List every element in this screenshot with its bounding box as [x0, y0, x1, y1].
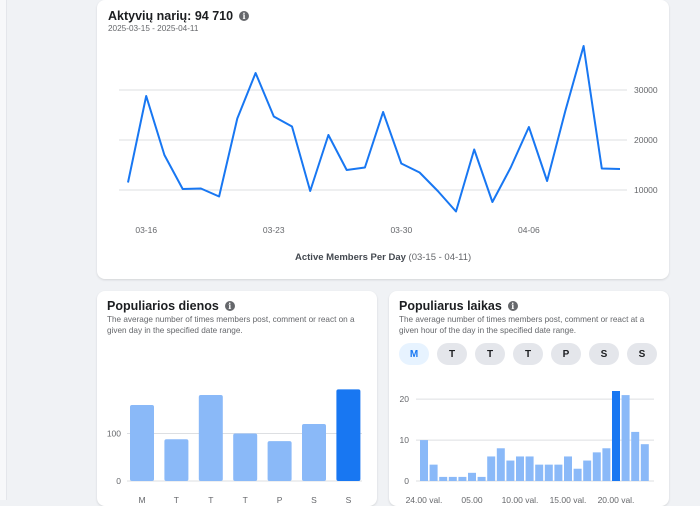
popular-days-card: Populiarios dienos i The average number o… — [97, 291, 377, 506]
x-tick-label: P — [277, 495, 283, 505]
hour-bar — [592, 452, 601, 481]
x-tick-label: T — [208, 495, 213, 505]
footer-range-text: (03-15 - 04-11) — [408, 252, 472, 263]
hour-bar — [429, 464, 438, 481]
info-icon[interactable]: i — [507, 301, 518, 311]
chart-footer-label: Active Members Per Day (03-15 - 04-11) — [295, 252, 471, 263]
hour-bar — [621, 395, 630, 481]
y-tick-label: 0 — [404, 476, 409, 486]
hour-bar — [468, 472, 476, 481]
y-tick-label: 10 — [400, 435, 410, 445]
popular-days-title-text: Populiarios dienos — [107, 299, 219, 313]
day-toggle-button[interactable]: T — [513, 343, 543, 365]
day-bar — [267, 441, 292, 481]
hour-bar — [535, 464, 544, 481]
info-icon[interactable]: i — [224, 301, 235, 311]
x-tick-label: 04-06 — [518, 225, 540, 235]
day-toggle-button[interactable]: T — [437, 343, 467, 365]
day-bar — [130, 405, 154, 481]
day-toggle-button[interactable]: S — [627, 343, 657, 365]
hour-bar — [420, 440, 428, 481]
x-tick-label: 03-23 — [263, 225, 285, 235]
hour-bar — [602, 448, 611, 481]
popular-time-card: Populiarus laikas i The average number of… — [389, 291, 669, 506]
hour-bar — [448, 476, 457, 481]
day-bar — [233, 433, 258, 481]
popular-days-description: The average number of times members post… — [107, 315, 355, 335]
date-range-label: 2025-03-15 - 2025-04-11 — [108, 24, 199, 33]
active-members-title-text: Aktyvių narių: 94 710 — [108, 9, 234, 23]
y-tick-label: 10000 — [634, 185, 658, 195]
hour-bar — [631, 431, 640, 481]
hour-bar — [496, 448, 505, 481]
x-tick-label: 15.00 val. — [550, 495, 587, 505]
day-bar — [336, 389, 361, 481]
y-tick-label: 30000 — [634, 85, 658, 95]
day-toggle-button[interactable]: S — [589, 343, 619, 365]
x-tick-label: 20.00 val. — [598, 495, 635, 505]
hour-bar — [516, 456, 524, 481]
x-tick-label: T — [174, 495, 179, 505]
x-tick-label: 05.00 — [461, 495, 483, 505]
hour-bar — [554, 464, 563, 481]
day-bar — [198, 395, 223, 481]
hour-bar — [525, 456, 534, 481]
day-bar — [164, 439, 189, 481]
hour-bar — [573, 468, 582, 481]
x-tick-label: T — [243, 495, 248, 505]
x-tick-label: 10.00 val. — [502, 495, 539, 505]
x-tick-label: 03-16 — [135, 225, 157, 235]
x-tick-label: S — [346, 495, 352, 505]
info-icon[interactable]: i — [239, 11, 250, 21]
x-tick-label: M — [138, 495, 145, 505]
y-tick-label: 0 — [116, 476, 121, 486]
x-tick-label: S — [311, 495, 317, 505]
day-toggle-button[interactable]: P — [551, 343, 581, 365]
day-toggle-button[interactable]: M — [399, 343, 429, 365]
day-bar — [302, 424, 326, 481]
active-members-line-chart: 10000 20000 30000 03-16 03-23 03-30 04-06 — [119, 45, 658, 235]
x-tick-label: 24.00 val. — [406, 495, 443, 505]
y-tick-label: 20000 — [634, 135, 658, 145]
popular-time-title-text: Populiarus laikas — [399, 299, 502, 313]
hour-bar — [506, 460, 515, 481]
day-toggle-button[interactable]: T — [475, 343, 505, 365]
hour-bar — [477, 476, 486, 481]
hour-bar — [564, 456, 572, 481]
hour-bar — [612, 391, 620, 481]
x-tick-label: 03-30 — [390, 225, 412, 235]
popular-time-description: The average number of times members post… — [399, 315, 645, 335]
y-tick-label: 20 — [400, 394, 410, 404]
hour-bar — [544, 464, 553, 481]
hour-bar — [583, 460, 592, 481]
active-members-card: Aktyvių narių: 94 710 i 2025-03-15 - 2025… — [97, 0, 669, 279]
popular-days-bar-chart: 0 100 M T T T P S S — [107, 389, 362, 505]
popular-days-title: Populiarios dienos i — [107, 299, 235, 313]
hour-bar — [640, 444, 649, 481]
popular-time-bar-chart: 0 10 20 24.00 val. 05.00 10.00 val. 15.00 val.… — [400, 391, 654, 505]
y-tick-label: 100 — [107, 429, 121, 439]
hour-bar — [487, 456, 496, 481]
active-members-title: Aktyvių narių: 94 710 i — [108, 9, 250, 23]
series-line — [127, 45, 621, 213]
hour-bar — [458, 476, 467, 481]
popular-time-title: Populiarus laikas i — [399, 299, 518, 313]
hour-bar — [439, 476, 448, 481]
footer-label-text: Active Members Per Day — [295, 252, 406, 263]
left-sidebar-edge — [0, 0, 7, 500]
